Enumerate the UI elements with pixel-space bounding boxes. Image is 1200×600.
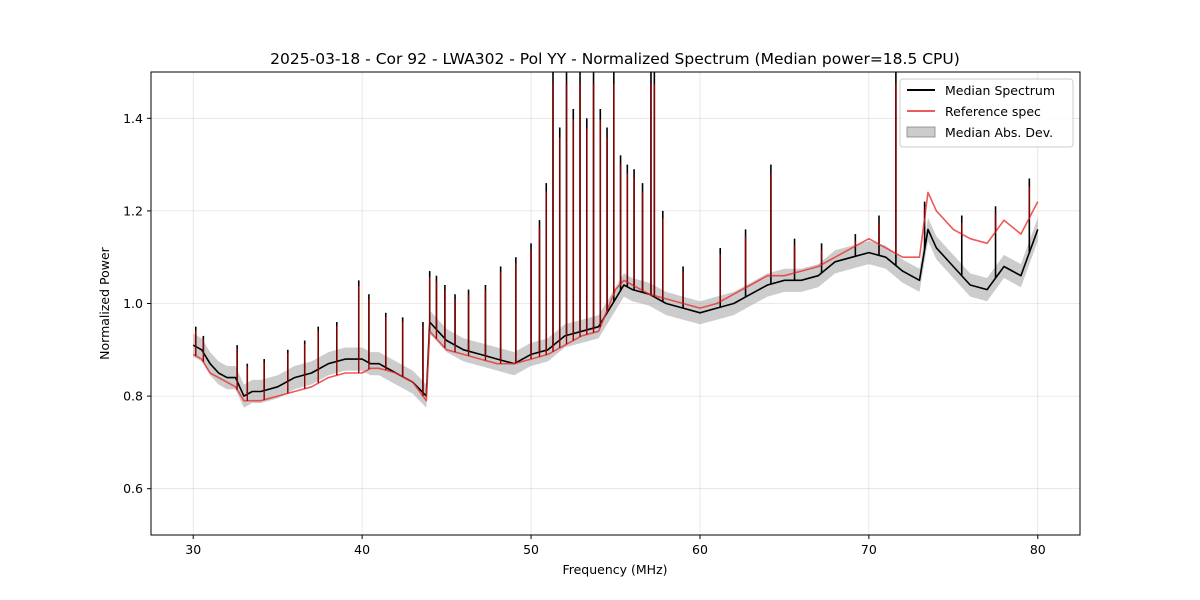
legend-swatch-mad bbox=[906, 126, 936, 138]
y-tick-label: 1.4 bbox=[123, 111, 143, 126]
mad-band bbox=[193, 217, 1038, 408]
y-tick-label: 1.0 bbox=[123, 296, 143, 311]
legend-box bbox=[899, 78, 1074, 148]
x-tick-label: 60 bbox=[692, 542, 708, 557]
y-tick-label: 0.6 bbox=[123, 481, 143, 496]
reference-spectrum-line bbox=[192, 191, 1039, 402]
chart-title: 2025-03-18 - Cor 92 - LWA302 - Pol YY - … bbox=[270, 50, 960, 68]
x-tick-label: 70 bbox=[861, 542, 877, 557]
y-tick-label: 1.2 bbox=[123, 203, 143, 218]
legend-label-mad: Median Abs. Dev. bbox=[945, 125, 1053, 140]
y-axis-label: Normalized Power bbox=[97, 246, 112, 360]
legend-label-reference: Reference spec bbox=[945, 104, 1041, 119]
x-tick-label: 50 bbox=[523, 542, 539, 557]
axes-ticks: 30 40 50 60 70 80 0.6 0.8 1.0 1.2 1.4 bbox=[123, 111, 1046, 557]
x-tick-label: 80 bbox=[1030, 542, 1046, 557]
plot-area bbox=[192, 72, 1039, 408]
y-tick-label: 0.8 bbox=[123, 389, 143, 404]
legend-label-median: Median Spectrum bbox=[945, 83, 1055, 98]
x-tick-label: 40 bbox=[354, 542, 370, 557]
legend: Median Spectrum Reference spec Median Ab… bbox=[899, 78, 1074, 148]
x-axis-label: Frequency (MHz) bbox=[562, 562, 667, 577]
x-tick-label: 30 bbox=[185, 542, 201, 557]
